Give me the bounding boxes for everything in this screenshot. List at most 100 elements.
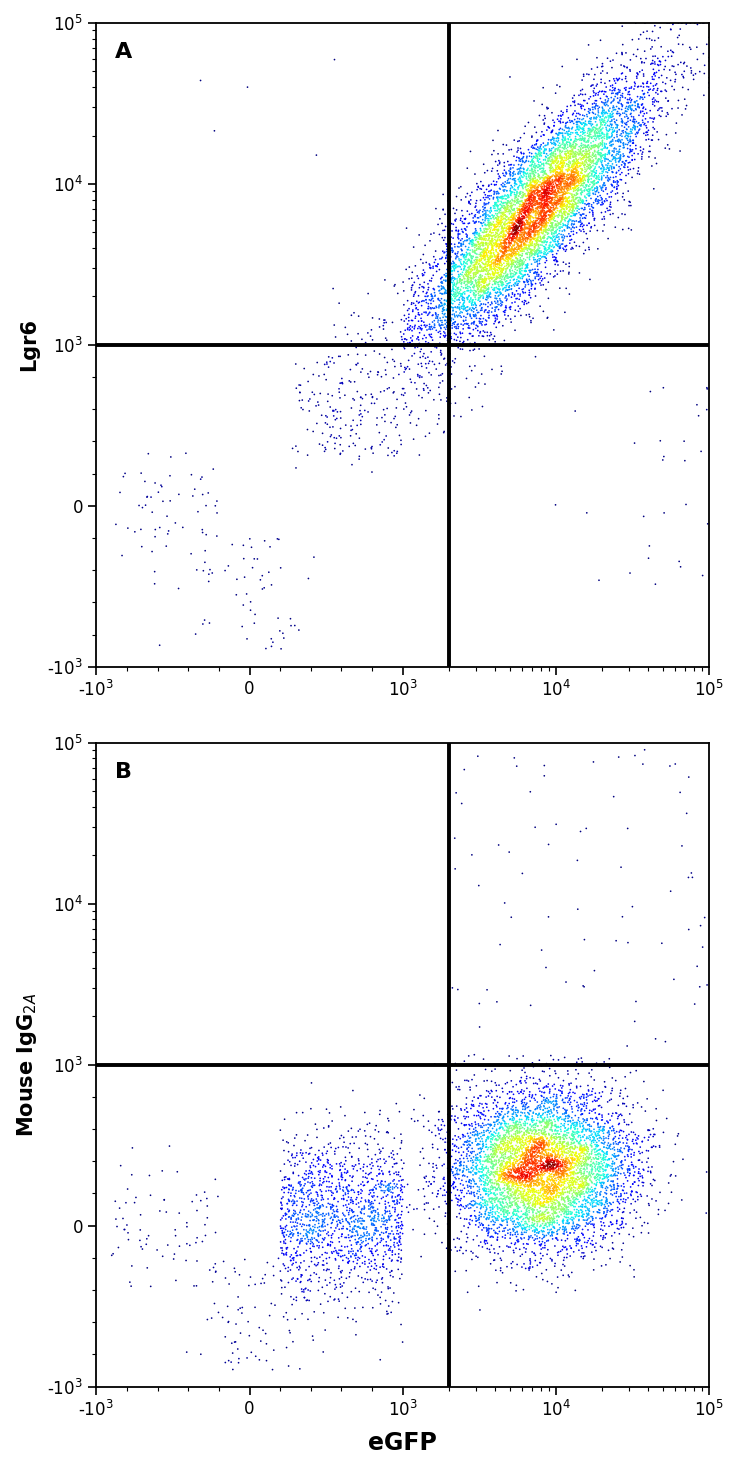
Point <box>285 1182 297 1205</box>
Point <box>351 1219 363 1242</box>
Point <box>392 1185 403 1208</box>
Point <box>527 1201 539 1225</box>
Point <box>484 1170 496 1194</box>
Point <box>356 1230 368 1254</box>
Point <box>438 420 450 444</box>
Point <box>290 376 302 400</box>
Point <box>564 207 576 231</box>
Point <box>501 212 513 235</box>
Point <box>575 121 587 144</box>
Point <box>544 204 556 228</box>
Point <box>540 1147 552 1170</box>
Point <box>574 1136 586 1160</box>
Point <box>562 1139 574 1163</box>
Point <box>534 207 545 231</box>
Point <box>638 122 650 146</box>
Point <box>446 312 458 335</box>
Point <box>548 1098 560 1122</box>
Point <box>368 1207 380 1230</box>
Point <box>597 59 609 82</box>
Point <box>474 238 486 262</box>
Point <box>525 1186 537 1210</box>
Point <box>482 1225 494 1248</box>
Point <box>497 1129 508 1152</box>
Point <box>528 179 539 203</box>
Point <box>576 1098 588 1122</box>
Point <box>605 134 616 157</box>
Point <box>491 1163 503 1186</box>
Point <box>472 175 484 198</box>
Point <box>346 1210 358 1233</box>
Point <box>518 232 530 256</box>
Point <box>509 237 521 260</box>
Point <box>613 1161 624 1185</box>
Point <box>508 1186 520 1210</box>
Point <box>541 179 553 203</box>
Point <box>505 1130 517 1154</box>
Point <box>512 232 524 256</box>
Point <box>516 197 528 220</box>
Point <box>443 276 455 300</box>
Point <box>494 1157 505 1180</box>
Point <box>519 1163 531 1186</box>
Point <box>470 1172 482 1195</box>
Point <box>469 250 481 273</box>
Point <box>551 169 562 193</box>
Point <box>559 1205 571 1229</box>
Point <box>586 74 598 97</box>
Point <box>544 198 556 222</box>
Point <box>380 1150 392 1173</box>
Point <box>550 222 562 245</box>
Point <box>361 1261 373 1285</box>
Point <box>522 163 534 187</box>
Point <box>621 132 633 156</box>
Point <box>520 166 532 190</box>
Point <box>337 1135 349 1158</box>
Point <box>528 1113 540 1136</box>
Point <box>373 1208 385 1232</box>
Point <box>384 1261 396 1285</box>
Point <box>527 1129 539 1152</box>
Point <box>490 235 502 259</box>
Point <box>337 372 349 395</box>
Point <box>541 1150 553 1173</box>
Point <box>532 1200 544 1223</box>
Point <box>466 291 477 315</box>
Point <box>525 215 537 238</box>
Point <box>576 181 588 204</box>
Point <box>522 1197 534 1220</box>
Point <box>536 1142 548 1166</box>
Point <box>546 212 558 235</box>
Point <box>615 1188 627 1211</box>
Point <box>472 229 484 253</box>
Point <box>504 1161 516 1185</box>
Point <box>577 1125 589 1148</box>
Point <box>559 128 571 151</box>
Point <box>433 363 445 387</box>
Point <box>341 1217 353 1241</box>
Point <box>492 207 504 231</box>
Point <box>525 194 537 218</box>
Point <box>550 1192 562 1216</box>
Point <box>408 1198 420 1222</box>
Point <box>444 253 456 276</box>
Point <box>463 1169 475 1192</box>
Point <box>486 1202 498 1226</box>
Point <box>566 1148 578 1172</box>
Point <box>342 343 354 366</box>
Point <box>463 1139 474 1163</box>
Point <box>502 1138 514 1161</box>
Point <box>494 210 505 234</box>
Point <box>496 235 508 259</box>
Point <box>634 1142 646 1166</box>
Point <box>529 1232 541 1255</box>
Point <box>571 128 582 151</box>
Point <box>305 1270 317 1294</box>
Point <box>539 104 551 128</box>
Point <box>512 1154 524 1177</box>
Point <box>575 134 587 157</box>
Point <box>504 226 516 250</box>
Point <box>373 420 385 444</box>
Point <box>582 169 594 193</box>
Point <box>336 1123 347 1147</box>
